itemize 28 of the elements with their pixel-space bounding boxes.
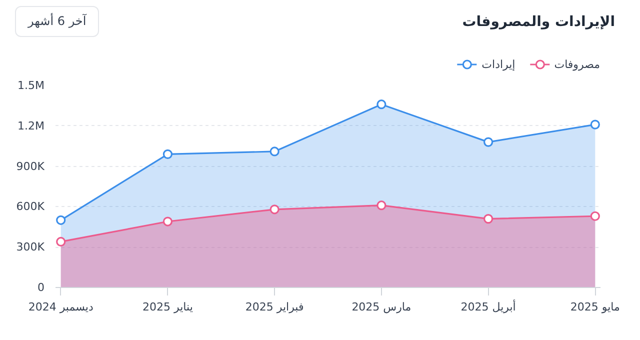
point [483, 137, 494, 147]
legend-label: مصروفات [554, 58, 600, 70]
x-tick-label: مارس 2025 [352, 300, 412, 314]
point [270, 204, 280, 214]
point [162, 216, 173, 226]
y-tick-label: 300K [16, 240, 46, 254]
x-tick-label: مايو 2025 [570, 300, 620, 314]
point [56, 215, 66, 225]
y-tick-label: 0 [38, 281, 44, 294]
chart-title: الإيرادات والمصروفات [462, 12, 615, 32]
legend-label: إيرادات [482, 58, 516, 70]
text: آخر 6 أشهر [15, 6, 100, 38]
y-tick-label: 900K [16, 160, 46, 173]
y-tick-label: 1.2M [18, 119, 44, 132]
y-tick-label: 1.5M [18, 79, 44, 92]
point [376, 200, 386, 210]
point [590, 211, 600, 221]
point [590, 120, 600, 130]
point [376, 100, 386, 110]
point [483, 214, 494, 224]
point [162, 149, 173, 159]
y-tick-label: 600K [16, 200, 46, 214]
x-tick-label: ديسمبر 2024 [28, 300, 94, 314]
point [270, 146, 280, 156]
x-tick-label: فبراير 2025 [245, 300, 304, 314]
point [56, 236, 66, 247]
x-tick-label: يناير 2025 [142, 300, 193, 314]
x-tick-label: أبريل 2025 [460, 300, 516, 314]
